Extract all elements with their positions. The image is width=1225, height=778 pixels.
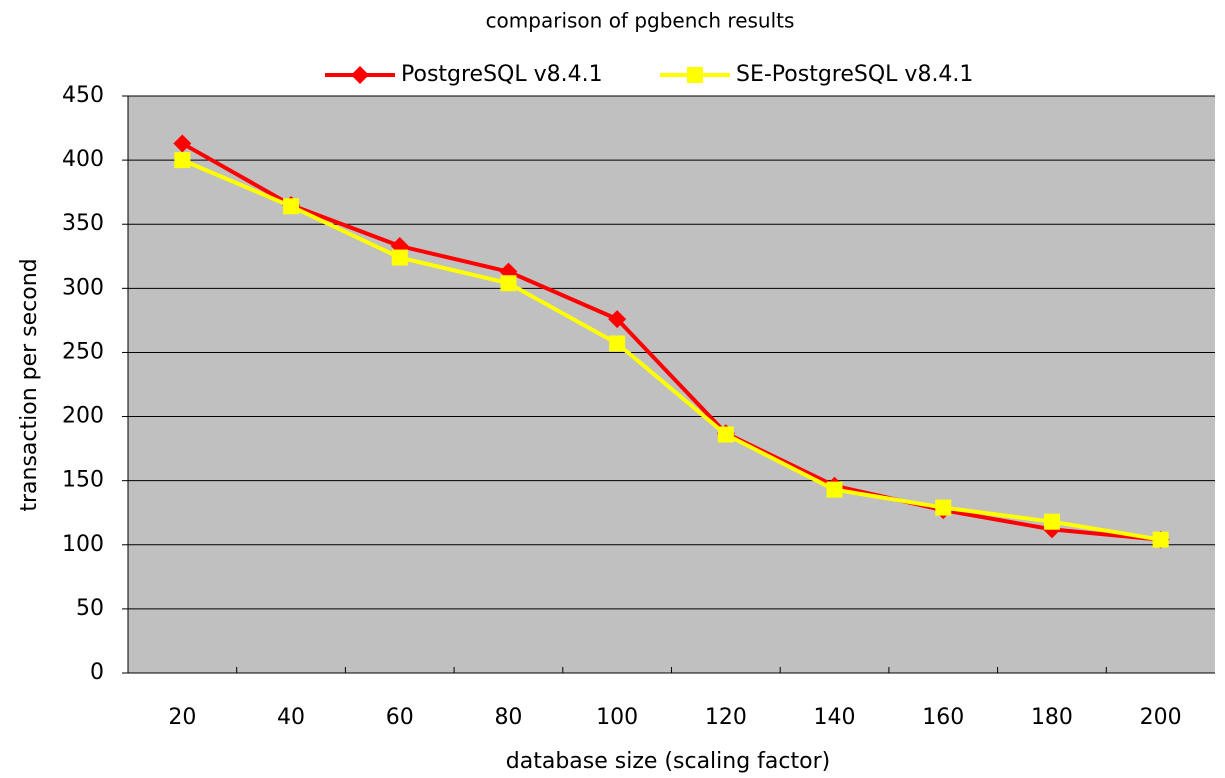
- marker: [717, 426, 734, 443]
- y-tick-label: 250: [62, 339, 104, 364]
- y-tick-label: 150: [62, 468, 104, 493]
- x-tick-label: 80: [494, 705, 522, 730]
- x-tick-label: 180: [1031, 705, 1073, 730]
- marker: [283, 198, 300, 215]
- x-tick-label: 40: [277, 705, 305, 730]
- chart-title: comparison of pgbench results: [486, 9, 795, 33]
- marker: [609, 335, 626, 352]
- marker: [826, 481, 843, 498]
- marker: [391, 249, 408, 266]
- series-line: [181, 141, 1161, 542]
- x-tick-label: 20: [168, 705, 196, 730]
- y-tick-label: 450: [62, 83, 104, 108]
- marker: [687, 67, 703, 83]
- x-tick-label: 100: [596, 705, 638, 730]
- marker: [500, 275, 517, 292]
- marker: [1152, 531, 1169, 548]
- y-tick-label: 50: [76, 596, 104, 621]
- y-tick-label: 100: [62, 532, 104, 557]
- x-tick-label: 60: [386, 705, 414, 730]
- legend-label: SE-PostgreSQL v8.4.1: [736, 62, 973, 87]
- x-tick-label: 120: [705, 705, 747, 730]
- y-tick-label: 400: [62, 147, 104, 172]
- marker: [1043, 513, 1060, 530]
- y-tick-label: 0: [90, 660, 104, 685]
- marker: [608, 310, 627, 329]
- x-tick-label: 140: [814, 705, 856, 730]
- y-tick-label: 300: [62, 275, 104, 300]
- series-line: [181, 158, 1161, 542]
- x-tick-label: 200: [1140, 705, 1182, 730]
- plot-area: [128, 96, 1215, 673]
- x-tick-label: 160: [922, 705, 964, 730]
- marker: [935, 499, 952, 516]
- x-axis-label: database size (scaling factor): [506, 749, 830, 774]
- marker: [173, 134, 192, 153]
- legend-label: PostgreSQL v8.4.1: [401, 62, 603, 87]
- marker: [351, 66, 369, 84]
- y-tick-label: 200: [62, 404, 104, 429]
- y-axis-label: transaction per second: [17, 258, 42, 511]
- y-tick-label: 350: [62, 211, 104, 236]
- marker: [174, 152, 191, 169]
